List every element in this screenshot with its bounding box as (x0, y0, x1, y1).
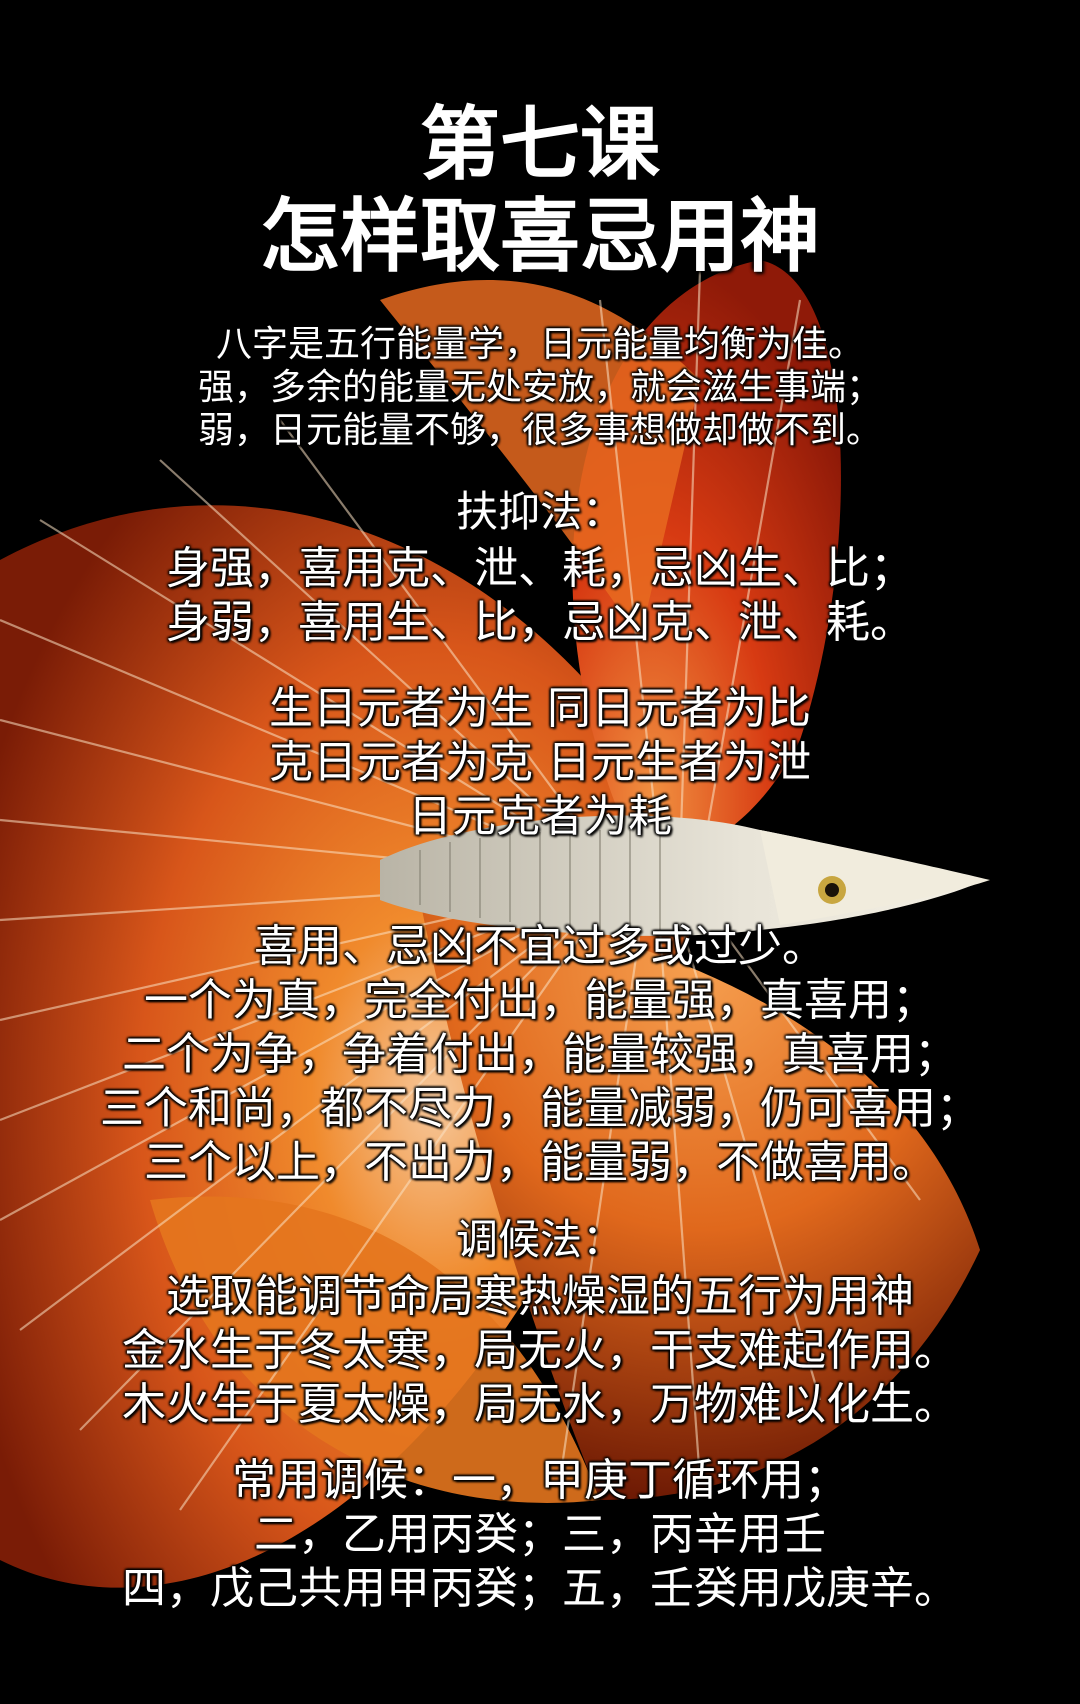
fuyi-line: 身弱，喜用生、比，忌凶克、泄、耗。 (166, 597, 914, 648)
counts-line: 一个为真，完全付出，能量强，真喜用； (144, 975, 936, 1026)
intro-line: 八字是五行能量学，日元能量均衡为佳。 (215, 324, 864, 365)
definition-line: 生日元者为生 同日元者为比 (269, 683, 811, 734)
common-line: 四，戊己共用甲丙癸；五，壬癸用戊庚辛。 (122, 1563, 958, 1614)
lesson-title: 怎样取喜忌用神 (260, 190, 820, 283)
tiaohou-heading: 调候法： (455, 1215, 624, 1264)
tiaohou-line: 木火生于夏太燥，局无水，万物难以化生。 (122, 1379, 958, 1430)
definition-line: 克日元者为克 日元生者为泄 (269, 737, 811, 788)
fuyi-heading: 扶抑法： (455, 487, 624, 536)
fuyi-line: 身强，喜用克、泄、耗，忌凶生、比； (166, 543, 914, 594)
counts-line: 二个为争，争着付出，能量较强，真喜用； (122, 1029, 958, 1080)
intro-line: 强，多余的能量无处安放，就会滋生事端； (197, 367, 882, 408)
tiaohou-line: 金水生于冬太寒，局无火，干支难起作用。 (122, 1325, 958, 1376)
lesson-number: 第七课 (420, 98, 660, 191)
counts-line: 三个以上，不出力，能量弱，不做喜用。 (144, 1137, 936, 1188)
definition-line: 日元克者为耗 (408, 791, 672, 842)
common-line: 常用调候：一，甲庚丁循环用； (232, 1455, 848, 1506)
counts-line: 喜用、忌凶不宜过多或过少。 (254, 921, 826, 972)
common-line: 二，乙用丙癸；三，丙辛用壬 (254, 1509, 826, 1560)
intro-line: 弱，日元能量不够，很多事想做却做不到。 (197, 410, 882, 451)
counts-line: 三个和尚，都不尽力，能量减弱，仍可喜用； (100, 1083, 980, 1134)
tiaohou-line: 选取能调节命局寒热燥湿的五行为用神 (166, 1271, 914, 1322)
